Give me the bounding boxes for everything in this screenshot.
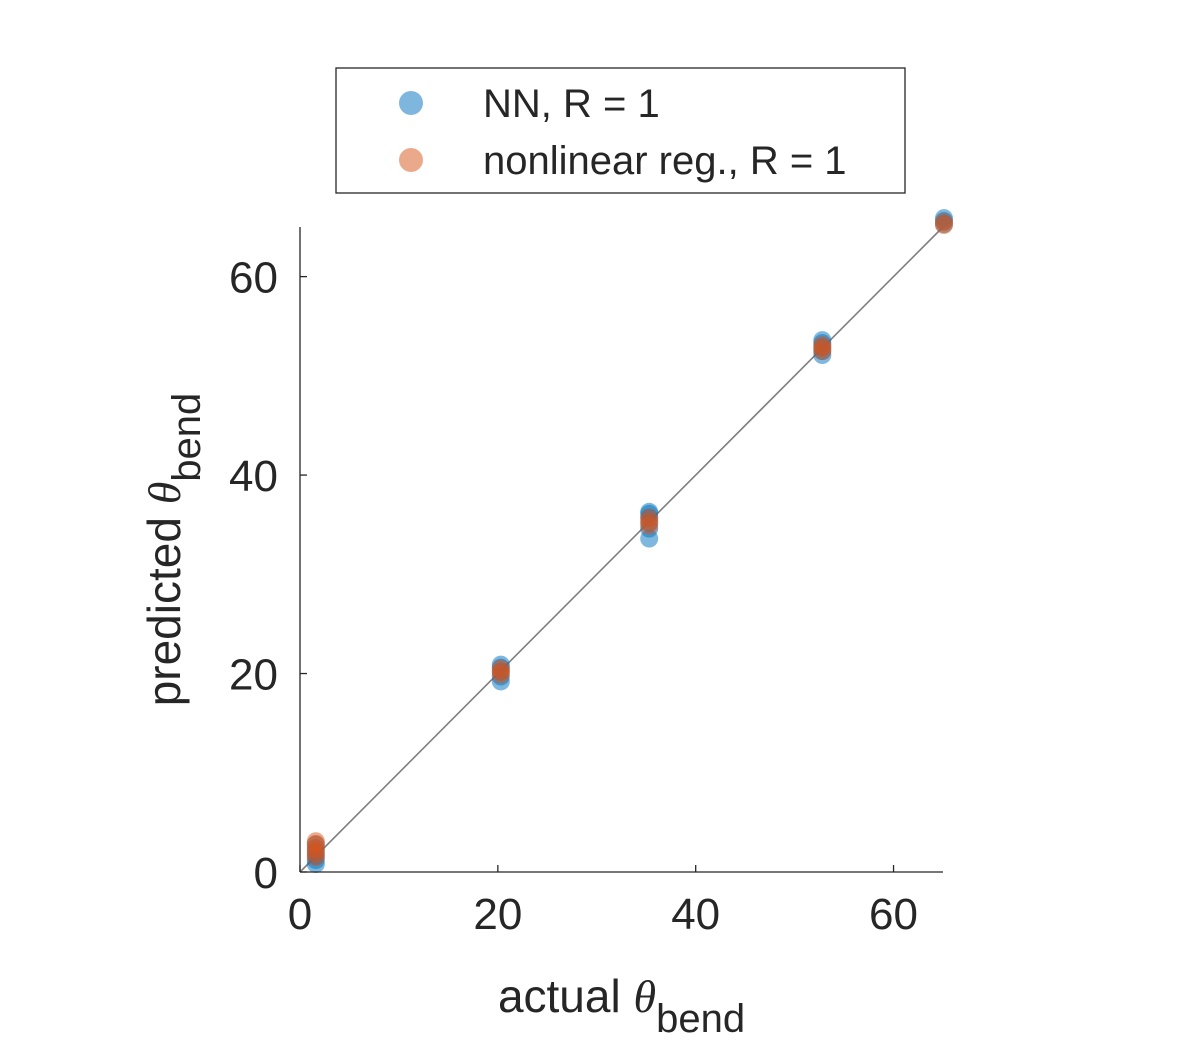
legend: NN, R = 1 nonlinear reg., R = 1 <box>335 67 906 194</box>
x-tick-label: 60 <box>869 890 918 939</box>
x-tick-label: 40 <box>671 890 720 939</box>
y-tick-label: 60 <box>229 254 278 303</box>
legend-label-2: nonlinear reg., R = 1 <box>483 139 847 183</box>
data-point-series-2 <box>934 213 953 232</box>
data-point-series-2 <box>813 336 832 355</box>
x-tick-label: 20 <box>473 890 522 939</box>
x-axis-label: actual θbend <box>498 970 745 1041</box>
y-tick-label: 20 <box>229 651 278 700</box>
y-axis-label: predicted θbend <box>138 393 209 707</box>
x-tick-label: 0 <box>288 890 312 939</box>
data-point-layer <box>306 209 953 874</box>
y-tick-label: 0 <box>254 849 278 898</box>
data-point-series-2 <box>640 508 659 527</box>
y-tick-label: 40 <box>229 452 278 501</box>
legend-box <box>335 67 906 194</box>
data-point-series-2 <box>306 832 325 851</box>
axes-layer: 0 20 40 60 0 20 40 60 <box>229 227 943 939</box>
legend-marker-2 <box>399 148 423 172</box>
axis-label-layer: actual θbend predicted θbend <box>138 393 745 1041</box>
data-point-series-2 <box>491 659 510 678</box>
reference-line <box>299 226 944 873</box>
legend-marker-1 <box>399 91 423 115</box>
reference-line-layer <box>299 226 944 873</box>
legend-label-1: NN, R = 1 <box>483 82 660 126</box>
